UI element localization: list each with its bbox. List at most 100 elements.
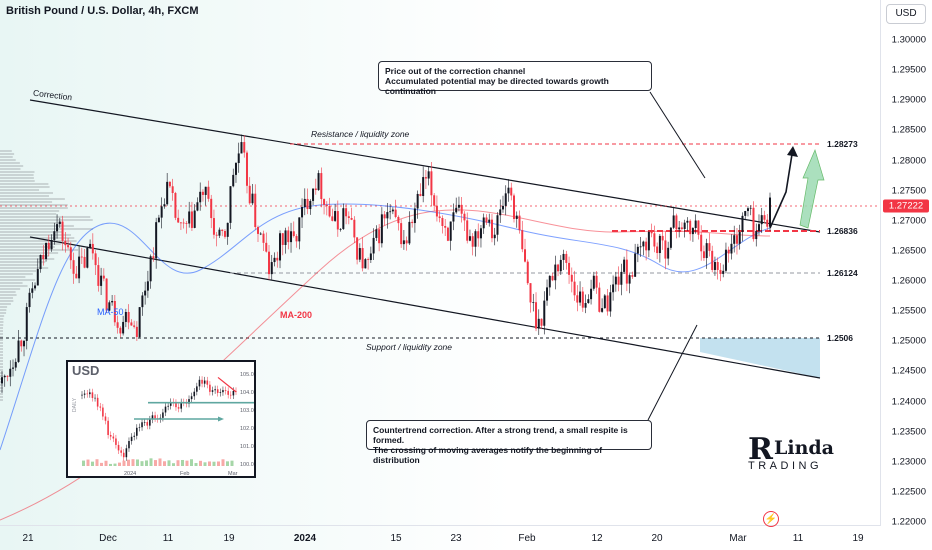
- candle-body: [672, 215, 675, 228]
- annotation-top: Price out of the correction channel Accu…: [378, 61, 652, 96]
- time-tick-label: Mar: [729, 533, 747, 544]
- currency-button[interactable]: USD: [886, 4, 926, 24]
- inset-volume-bar: [199, 460, 202, 466]
- candle-body: [383, 214, 386, 219]
- candle-body: [446, 227, 449, 241]
- inset-volume-bar: [226, 461, 229, 466]
- inset-candle-body: [162, 412, 164, 418]
- volume-profile-bar: [0, 171, 35, 173]
- candle-body: [457, 204, 460, 208]
- candle-body: [479, 228, 482, 239]
- candle-body: [75, 273, 78, 279]
- price-tick-label: 1.25000: [891, 335, 926, 347]
- candle-body: [185, 223, 188, 224]
- time-axis[interactable]: 21 Dec 11 19 2024 15 23 Feb 12 20 Mar 11 19: [0, 530, 880, 550]
- candle-body: [741, 215, 744, 233]
- price-axis[interactable]: 1.27222 1.30000 1.29500 1.29000 1.28500 1.28…: [880, 0, 932, 528]
- volume-profile-bar: [0, 249, 79, 251]
- candle-body: [763, 215, 766, 220]
- inset-arrowhead: [218, 416, 224, 422]
- price-tick-label: 1.30000: [891, 34, 926, 46]
- volume-profile-bar: [0, 294, 17, 296]
- candle-body: [678, 227, 681, 230]
- candle-body: [474, 231, 477, 247]
- candle-body: [58, 221, 61, 225]
- candle-body: [127, 311, 130, 323]
- candle-body: [711, 250, 714, 270]
- inset-red-arrow: [217, 376, 237, 393]
- candle-body: [746, 208, 749, 212]
- candle-body: [612, 284, 615, 293]
- callout-pointer-bottom: [647, 324, 698, 421]
- inset-volume-bar: [86, 459, 90, 466]
- candle-body: [56, 224, 59, 232]
- candle-body: [416, 193, 419, 209]
- candle-body: [529, 283, 532, 303]
- candle-body: [452, 212, 455, 222]
- candle-body: [504, 193, 507, 206]
- volume-profile-bar: [0, 204, 68, 206]
- candle-body: [163, 204, 166, 207]
- lightning-icon[interactable]: ⚡: [763, 511, 779, 527]
- callout-pointer-top: [649, 91, 706, 179]
- candle-body: [433, 195, 436, 206]
- volume-profile-bar: [0, 384, 3, 386]
- volume-profile-bar: [0, 195, 49, 197]
- candle-body: [705, 243, 708, 259]
- candle-body: [477, 231, 480, 239]
- candle-body: [168, 181, 171, 187]
- candle-body: [152, 256, 155, 259]
- candle-body: [394, 209, 397, 217]
- candle-body: [245, 152, 248, 186]
- candle-body: [411, 221, 414, 224]
- time-tick-label: 15: [390, 533, 402, 544]
- volume-profile-bar: [0, 318, 4, 320]
- inset-plot: 105.00 104.00 103.00 102.00 101.00 100.00 2024…: [72, 372, 254, 476]
- inset-candle-body: [91, 392, 94, 398]
- inset-candle-body: [193, 391, 196, 397]
- inset-candle-body: [151, 415, 154, 420]
- inset-candle-body: [177, 407, 180, 409]
- inset-candle-body: [138, 427, 141, 428]
- candle-body: [6, 375, 9, 377]
- volume-profile-bar: [0, 351, 3, 353]
- volume-profile-bar: [0, 186, 50, 188]
- inset-volume-bar: [113, 463, 117, 466]
- candle-body: [490, 219, 493, 239]
- candle-body: [182, 222, 185, 224]
- level-label-1-26836: 1.26836: [827, 226, 858, 236]
- volume-profile-bar: [0, 321, 4, 323]
- candle-body: [466, 220, 469, 241]
- candle-body: [190, 211, 193, 228]
- candle-body: [422, 177, 425, 197]
- candle-body: [166, 181, 169, 205]
- price-tick-label: 1.29500: [891, 64, 926, 76]
- candle-body: [301, 206, 304, 218]
- candle-body: [749, 207, 752, 209]
- candle-body: [402, 240, 405, 245]
- volume-profile-bar: [0, 360, 3, 362]
- inset-candle-body: [128, 441, 130, 449]
- price-tick-label: 1.27500: [891, 185, 926, 197]
- volume-profile-bar: [0, 390, 3, 392]
- price-tick-label: 1.23000: [891, 456, 926, 468]
- volume-profile-bar: [0, 303, 11, 305]
- candle-body: [680, 227, 683, 230]
- candle-body: [507, 187, 510, 194]
- candle-body: [372, 237, 375, 254]
- candle-body: [675, 215, 678, 230]
- volume-profile-bar: [0, 396, 3, 398]
- price-tick-label: 1.28500: [891, 124, 926, 136]
- candle-body: [328, 206, 331, 217]
- candle-body: [391, 209, 394, 212]
- logo-mark: R: [748, 432, 773, 467]
- volume-profile-bar: [0, 339, 3, 341]
- candle-body: [334, 211, 337, 221]
- volume-profile-bar: [0, 252, 59, 254]
- volume-profile-bar: [0, 312, 7, 314]
- inset-candle-body: [81, 394, 83, 396]
- inset-volume-bar: [140, 461, 144, 466]
- candle-body: [9, 368, 12, 377]
- candle-body: [72, 260, 75, 274]
